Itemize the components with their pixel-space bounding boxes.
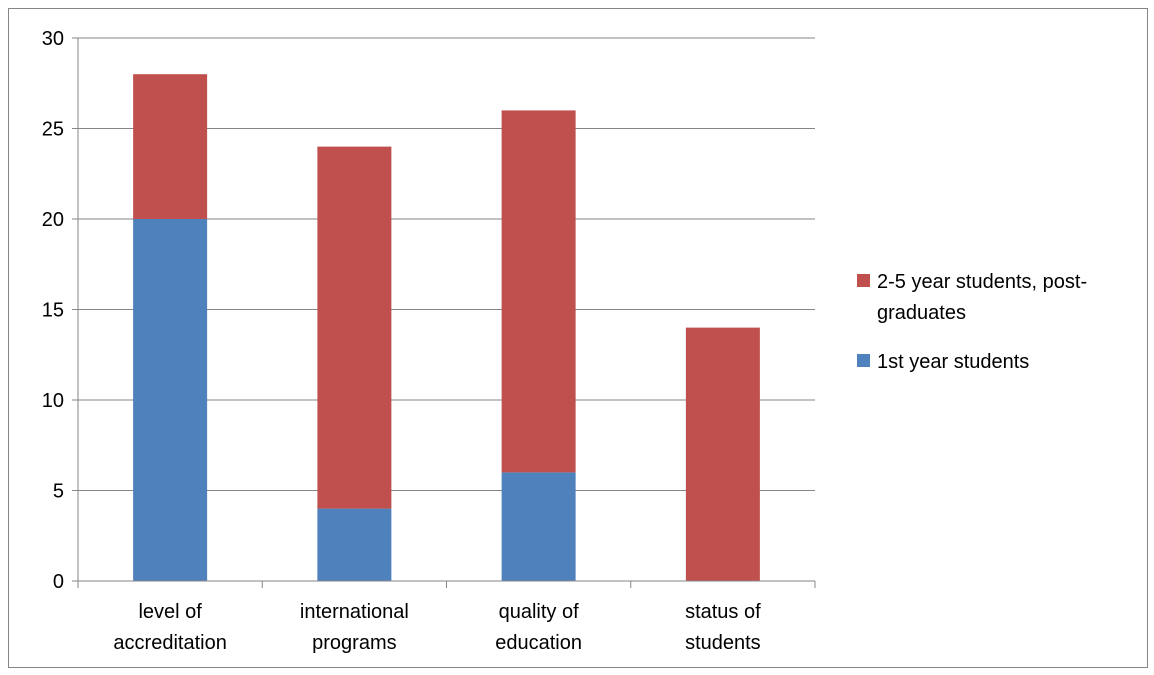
category-label-2-line0: quality of [499,601,579,623]
legend-swatch-series1 [857,274,870,287]
bar-series1-cat0 [133,74,208,219]
y-tick-label-20: 20 [42,209,64,231]
bar-series0-cat1 [317,508,392,581]
category-label-3-line0: status of [685,601,761,623]
bars [133,74,760,581]
bar-series1-cat3 [685,327,760,581]
category-label-3-line1: students [685,632,761,654]
category-label-1-line0: international [300,601,409,623]
legend-label-series0-line0: 1st year students [877,351,1029,373]
legend-label-series1-line1: graduates [877,302,966,324]
y-tick-label-0: 0 [53,571,64,593]
y-tick-label-25: 25 [42,119,64,141]
bar-series0-cat2 [501,472,576,581]
category-label-2-line1: education [495,632,582,654]
legend-label-series1-line0: 2-5 year students, post- [877,271,1087,293]
y-tick-label-5: 5 [53,481,64,503]
legend-swatch-series0 [857,354,870,367]
bar-series0-cat0 [133,219,208,581]
category-label-1-line1: programs [312,632,396,654]
bar-series1-cat1 [317,146,392,509]
category-label-0-line0: level of [138,601,202,623]
axes [72,37,816,588]
y-tick-label-10: 10 [42,390,64,412]
category-label-0-line1: accreditation [113,632,226,654]
y-tick-label-30: 30 [42,28,64,50]
legend: 2-5 year students, post-graduates 1st yea… [857,271,1087,373]
y-tick-label-15: 15 [42,300,64,322]
y-axis-tick-labels: 0 5 10 15 20 25 30 [42,28,64,593]
bar-series1-cat2 [501,110,576,473]
x-axis-category-labels: level of accreditation international progra… [113,601,761,654]
